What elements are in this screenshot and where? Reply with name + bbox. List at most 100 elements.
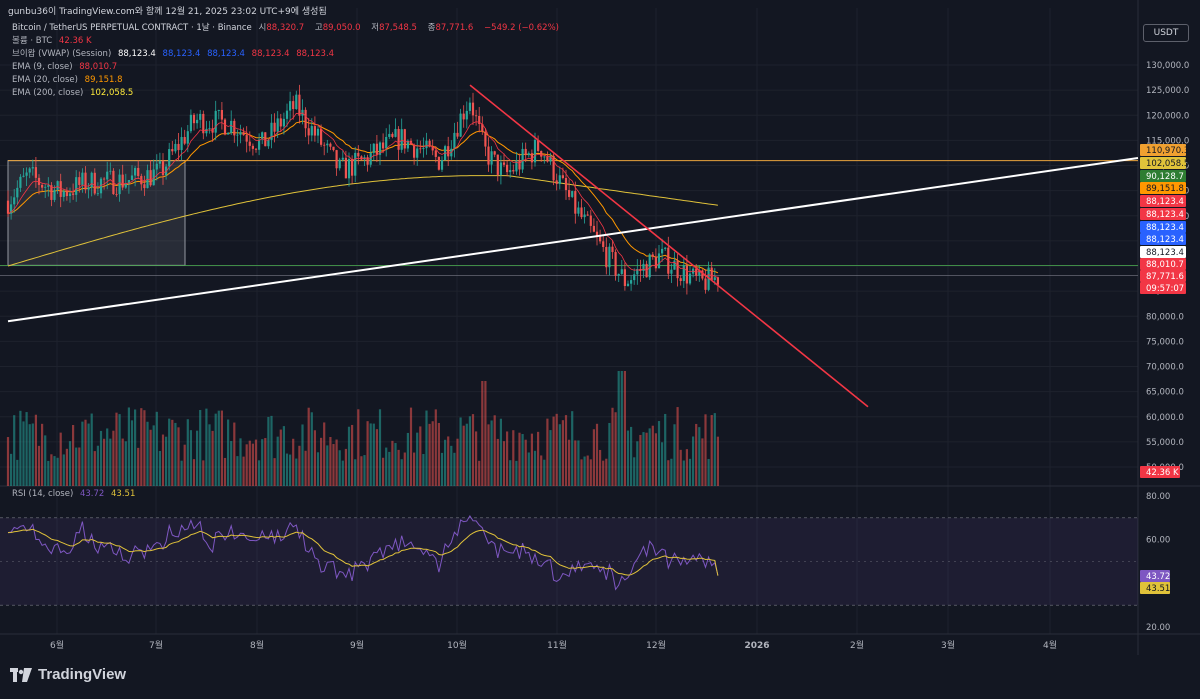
volume-bar (177, 427, 180, 486)
chart-caption: gunbu36이 TradingView.com와 함께 12월 21, 202… (8, 7, 327, 17)
volume-bar (217, 410, 220, 486)
candle-body (258, 139, 261, 150)
volume-bar (211, 430, 214, 486)
volume-bar (586, 455, 589, 486)
volume-bar (90, 413, 93, 486)
candle-body (475, 115, 478, 117)
candle-body (93, 172, 96, 194)
candle-body (338, 159, 341, 169)
volume-legend[interactable]: 볼륨 · BTC 42.36 K (12, 35, 96, 48)
volume-bar (186, 419, 189, 486)
volume-bar (261, 439, 264, 486)
candle-body (484, 131, 487, 147)
volume-bar (137, 447, 140, 486)
volume-bar (192, 459, 196, 486)
volume-bar (599, 449, 602, 486)
volume-bar (354, 459, 357, 486)
volume-bar (568, 439, 571, 486)
volume-bar (388, 451, 391, 486)
volume-bar (502, 441, 506, 486)
ema20-legend[interactable]: EMA (20, close) 89,151.8 (12, 74, 127, 87)
candle-body (121, 174, 124, 188)
ema9-legend[interactable]: EMA (9, close) 88,010.7 (12, 61, 121, 74)
volume-bar (171, 419, 174, 486)
volume-bar (174, 422, 177, 486)
volume-bar (710, 415, 713, 486)
volume-bar (468, 416, 471, 486)
volume-bar (251, 443, 254, 486)
candle-body (589, 215, 592, 226)
candle-body (177, 143, 180, 151)
price-badge (1140, 170, 1186, 182)
volume-bar (409, 407, 413, 486)
vwap-label: 브이왑 (VWAP) (Session) (12, 49, 112, 59)
candle-body (357, 152, 360, 157)
volume-bar (713, 413, 716, 486)
volume-bar (6, 437, 10, 486)
candle-body (47, 185, 50, 187)
candle-body (16, 187, 19, 198)
volume-bar (140, 408, 143, 486)
candle-body (174, 143, 177, 152)
candle-body (251, 145, 254, 149)
vwap-legend[interactable]: 브이왑 (VWAP) (Session) 88,123.4 88,123.4 8… (12, 48, 338, 61)
candle-body (220, 109, 223, 120)
volume-bar (431, 421, 434, 486)
volume-bar (155, 411, 158, 486)
volume-bar (651, 425, 654, 486)
candle-body (19, 176, 22, 188)
volume-bar (99, 430, 103, 486)
time-tick: 11월 (547, 639, 567, 651)
volume-bar (657, 421, 661, 486)
volume-bar (149, 429, 152, 486)
volume-bar (611, 407, 614, 486)
volume-bar (475, 431, 478, 486)
volume-bar (53, 456, 56, 486)
candle-body (152, 169, 155, 186)
rsi-badge-label: 43.72 (1146, 572, 1170, 582)
candle-body (186, 131, 189, 144)
volume-badge (1140, 466, 1180, 478)
volume-bar (25, 412, 28, 486)
volume-bar (440, 452, 444, 486)
volume-bar (10, 453, 13, 486)
volume-bar (68, 441, 72, 486)
volume-bar (323, 422, 326, 486)
ema200-legend[interactable]: EMA (200, close) 102,058.5 (12, 87, 137, 100)
candle-body (236, 134, 239, 136)
candle-body (106, 171, 109, 180)
symbol-legend[interactable]: Bitcoin / TetherUS PERPETUAL CONTRACT · … (12, 22, 563, 35)
volume-bar (471, 414, 475, 486)
volume-bar (273, 458, 276, 486)
candle-body (59, 181, 62, 197)
volume-bar (695, 423, 698, 486)
volume-bar (112, 430, 115, 486)
volume-bar (413, 452, 416, 486)
candle-body (217, 109, 220, 111)
candle-body (595, 231, 599, 236)
volume-bar (41, 423, 44, 486)
candle-body (558, 175, 561, 185)
volume-bar (146, 421, 149, 486)
volume-bar (701, 438, 704, 486)
candle-body (295, 94, 298, 110)
volume-bar (152, 425, 155, 486)
volume-bar (564, 415, 568, 486)
tradingview-logo[interactable]: TradingView (10, 666, 126, 683)
candle-body (87, 187, 90, 190)
candle-body (468, 102, 471, 111)
volume-bar (301, 424, 304, 486)
volume-bar (223, 457, 227, 486)
candle-body (75, 177, 78, 195)
candle-body (37, 177, 41, 185)
rsi-legend[interactable]: RSI (14, close) 43.72 43.51 (12, 488, 139, 501)
currency-button[interactable]: USDT (1143, 24, 1189, 42)
candle-body (614, 252, 617, 276)
volume-bar (103, 438, 106, 486)
candle-body (130, 175, 134, 181)
candle-body (400, 129, 403, 150)
volume-bar (292, 438, 295, 486)
time-tick: 12월 (646, 639, 666, 651)
volume-bar (37, 445, 41, 486)
